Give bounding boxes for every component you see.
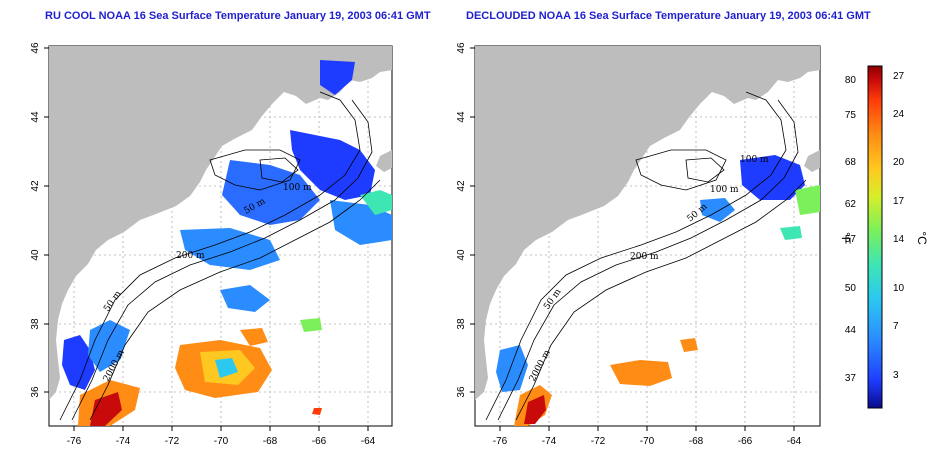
colorbar-f-ticks: 80 75 68 62 57 50 44 37 xyxy=(845,75,857,384)
land-mass-left xyxy=(49,46,392,400)
axis-ticks-right xyxy=(470,47,795,431)
y-tick-label: 36 xyxy=(30,386,41,398)
x-tick-label: -66 xyxy=(738,436,753,447)
f-tick-label: 68 xyxy=(845,157,857,168)
x-tick-labels-left: -76 -74 -72 -70 -68 -66 -64 xyxy=(67,436,376,447)
x-tick-label: -72 xyxy=(165,436,180,447)
x-tick-labels-right: -76 -74 -72 -70 -68 -66 -64 xyxy=(493,436,802,447)
axis-ticks-left xyxy=(44,47,369,431)
panel-title-left: RU COOL NOAA 16 Sea Surface Temperature … xyxy=(45,10,431,22)
y-tick-label: 42 xyxy=(30,180,41,192)
y-tick-label: 42 xyxy=(456,180,467,192)
contour-label: 200 m xyxy=(630,252,659,262)
sst-patches-right xyxy=(496,155,820,426)
x-tick-label: -64 xyxy=(787,436,802,447)
colorbar-c-ticks: 27 24 20 17 14 10 7 3 xyxy=(893,71,905,381)
x-tick-label: -72 xyxy=(591,436,606,447)
colorbar-gradient xyxy=(867,65,883,409)
y-tick-label: 40 xyxy=(456,249,467,261)
c-tick-label: 7 xyxy=(893,321,899,332)
panel-title-right: DECLOUDED NOAA 16 Sea Surface Temperatur… xyxy=(466,10,871,22)
y-tick-label: 40 xyxy=(30,249,41,261)
y-tick-label: 46 xyxy=(30,42,41,54)
celsius-label: °C xyxy=(915,231,929,245)
f-tick-label: 50 xyxy=(845,283,857,294)
contour-label: 200 m xyxy=(176,251,205,261)
c-tick-label: 14 xyxy=(893,234,905,245)
x-tick-label: -64 xyxy=(361,436,376,447)
c-tick-label: 10 xyxy=(893,283,905,294)
y-tick-labels-right: 36 38 40 42 44 46 xyxy=(456,42,467,398)
y-tick-label: 36 xyxy=(456,386,467,398)
c-tick-label: 24 xyxy=(893,109,905,120)
y-tick-label: 38 xyxy=(456,318,467,330)
x-tick-label: -70 xyxy=(640,436,655,447)
map-panel-left: 200 m 100 m 50 m 50 m 2000 m -76 -74 -72… xyxy=(30,42,393,447)
x-tick-label: -66 xyxy=(312,436,327,447)
x-tick-label: -68 xyxy=(263,436,278,447)
sst-patches-left xyxy=(62,60,392,426)
fahrenheit-label: °F xyxy=(839,232,853,244)
x-tick-label: -68 xyxy=(689,436,704,447)
f-tick-label: 57 xyxy=(845,234,857,245)
f-tick-label: 75 xyxy=(845,110,857,121)
y-tick-label: 46 xyxy=(456,42,467,54)
land-mass-right xyxy=(475,46,820,400)
x-tick-label: -74 xyxy=(542,436,557,447)
map-panel-right: 200 m 100 m 100 m 50 m 50 m 2000 m -76 -… xyxy=(456,42,821,447)
c-tick-label: 3 xyxy=(893,370,899,381)
f-tick-label: 62 xyxy=(845,199,857,210)
y-tick-label: 38 xyxy=(30,318,41,330)
land-shore-left xyxy=(376,150,392,172)
x-tick-label: -70 xyxy=(214,436,229,447)
bathymetry-contours-right xyxy=(485,91,807,421)
f-tick-label: 37 xyxy=(845,373,857,384)
contour-label: 100 m xyxy=(283,183,312,193)
land-shore-right xyxy=(804,150,820,172)
x-tick-label: -74 xyxy=(116,436,131,447)
f-tick-label: 80 xyxy=(845,75,857,86)
y-tick-label: 44 xyxy=(456,111,467,123)
colorbar: 80 75 68 62 57 50 44 37 27 24 20 17 14 1… xyxy=(839,65,929,409)
y-tick-labels-left: 36 38 40 42 44 46 xyxy=(30,42,41,398)
y-tick-label: 44 xyxy=(30,111,41,123)
c-tick-label: 17 xyxy=(893,196,905,207)
contour-label: 100 m xyxy=(710,185,739,195)
contour-label: 100 m xyxy=(740,155,769,165)
x-tick-label: -76 xyxy=(493,436,508,447)
x-tick-label: -76 xyxy=(67,436,82,447)
c-tick-label: 27 xyxy=(893,71,905,82)
bathymetry-contours-left xyxy=(59,91,381,421)
c-tick-label: 20 xyxy=(893,157,905,168)
f-tick-label: 44 xyxy=(845,325,857,336)
